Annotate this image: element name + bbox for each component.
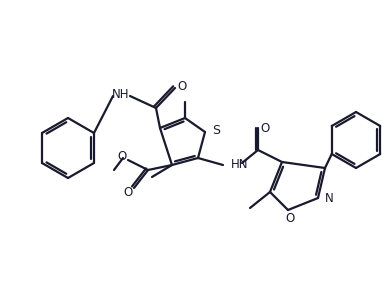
Text: HN: HN — [231, 158, 248, 171]
Text: O: O — [260, 122, 269, 135]
Text: O: O — [123, 186, 132, 199]
Text: O: O — [177, 80, 187, 94]
Text: N: N — [325, 193, 334, 206]
Text: O: O — [285, 213, 295, 226]
Text: O: O — [117, 149, 127, 162]
Text: S: S — [212, 124, 220, 136]
Text: NH: NH — [112, 89, 130, 102]
